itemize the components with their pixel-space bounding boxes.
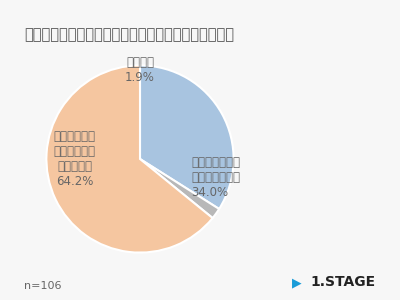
Text: n=106: n=106 [24,281,62,291]
Text: 知らない
1.9%: 知らない 1.9% [125,56,155,84]
Text: 働き方改革関連法が施行されることをご存知ですか？: 働き方改革関連法が施行されることをご存知ですか？ [24,27,234,42]
Wedge shape [140,159,219,218]
Text: 知っているが
内容すべては
わからない
64.2%: 知っているが 内容すべては わからない 64.2% [54,130,96,188]
Wedge shape [46,65,213,253]
Text: ▶: ▶ [292,277,302,290]
Wedge shape [140,65,234,209]
Text: 個別の決定内容
まで知っている
34.0%: 個別の決定内容 まで知っている 34.0% [192,156,240,199]
Text: 1.STAGE: 1.STAGE [310,275,375,290]
